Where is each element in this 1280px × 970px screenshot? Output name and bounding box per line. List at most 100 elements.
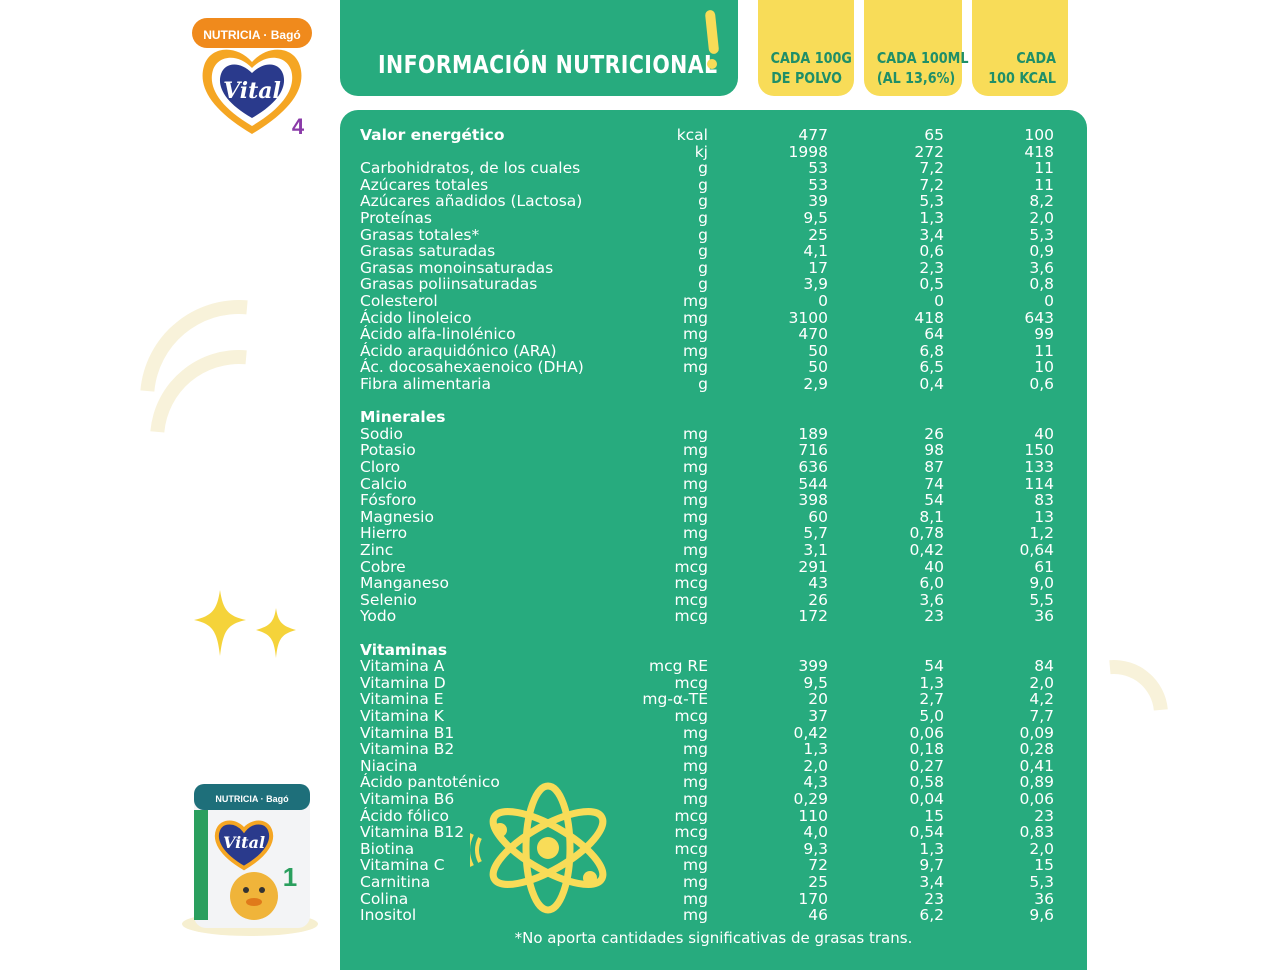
- exclamation-icon: [705, 10, 719, 69]
- table-row: Vitamina K mcg 37 5,0 7,7: [360, 708, 1060, 725]
- unit-cell: mg: [683, 424, 708, 443]
- product-can: NUTRICIA · Bagó Vital 1: [182, 784, 318, 936]
- unit-cell: mg: [683, 541, 708, 559]
- value-per-100kcal: 133: [1024, 458, 1054, 476]
- unit-cell: g: [698, 275, 708, 294]
- unit-cell: g: [698, 225, 708, 244]
- value-per-100kcal: 100: [1024, 126, 1054, 144]
- value-per-100kcal: 4,2: [1029, 690, 1054, 709]
- value-per-100ml: 6,8: [919, 341, 944, 360]
- value-per-100ml: 3,4: [919, 873, 944, 891]
- nutrient-name: Manganeso: [360, 574, 449, 593]
- table-row: Vitamina B1 mg 0,42 0,06 0,09: [360, 723, 1060, 742]
- svg-text:Vital: Vital: [223, 78, 281, 104]
- value-per-100ml: 6,5: [919, 358, 944, 377]
- value-per-100kcal: 2,0: [1029, 673, 1054, 692]
- value-per-100g: 72: [808, 856, 828, 875]
- value-per-100kcal: 7,7: [1029, 707, 1054, 725]
- table-row: [360, 393, 1060, 410]
- column-header-per-100g: CADA 100G DE POLVO: [758, 0, 854, 96]
- value-per-100g: 716: [798, 441, 828, 460]
- value-per-100g: 110: [798, 806, 828, 825]
- value-per-100ml: 0,58: [909, 773, 944, 792]
- nutrient-name: Vitaminas: [360, 640, 448, 659]
- value-per-100ml: 15: [924, 806, 944, 825]
- value-per-100kcal: 5,3: [1029, 873, 1054, 891]
- nutrient-name: Minerales: [360, 408, 446, 427]
- nutrient-name: Cobre: [360, 557, 406, 576]
- value-per-100g: 399: [798, 657, 828, 676]
- unit-cell: mg: [683, 524, 708, 543]
- value-per-100g: 25: [808, 873, 828, 891]
- nutrient-name: Vitamina K: [360, 707, 444, 725]
- value-per-100ml: 54: [924, 657, 944, 676]
- value-per-100g: 477: [798, 126, 828, 144]
- value-per-100ml: 0,42: [909, 541, 944, 559]
- value-per-100g: 0,42: [793, 723, 828, 742]
- nutrient-name: Carnitina: [360, 873, 431, 891]
- table-row: Selenio mcg 26 3,6 5,5: [360, 591, 1060, 609]
- value-per-100ml: 87: [924, 458, 944, 476]
- value-per-100ml: 23: [924, 889, 944, 908]
- section-row: Vitaminas: [360, 640, 1060, 659]
- value-per-100ml: 64: [924, 325, 944, 344]
- unit-cell: mg: [683, 474, 708, 493]
- nutrient-name: Vitamina B6: [360, 790, 455, 808]
- value-per-100kcal: 11: [1034, 159, 1054, 178]
- nutrient-name: Hierro: [360, 524, 408, 543]
- value-per-100kcal: 0: [1044, 292, 1054, 310]
- nutrient-name: Grasas saturadas: [360, 242, 496, 261]
- value-per-100g: 470: [798, 325, 828, 344]
- unit-cell: mcg RE: [649, 657, 708, 676]
- value-per-100g: 291: [798, 557, 828, 576]
- unit-cell: mg: [683, 740, 708, 759]
- nutrient-name: Vitamina E: [360, 690, 444, 709]
- value-per-100g: 25: [808, 225, 828, 244]
- unit-cell: mg: [683, 358, 708, 377]
- nutrient-name: Yodo: [360, 607, 397, 626]
- unit-cell: mg: [683, 292, 708, 310]
- nutrient-name: Grasas poliinsaturadas: [360, 275, 538, 294]
- value-per-100kcal: 114: [1024, 474, 1054, 493]
- value-per-100g: 4,1: [803, 242, 828, 261]
- value-per-100ml: 98: [924, 441, 944, 460]
- table-row: Biotina mcg 9,3 1,3 2,0: [360, 840, 1060, 858]
- unit-cell: mg: [683, 325, 708, 344]
- table-row: Sodio mg 189 26 40: [360, 424, 1060, 443]
- unit-cell: mcg: [674, 673, 708, 692]
- value-per-100g: 189: [798, 424, 828, 443]
- value-per-100kcal: 0,9: [1029, 242, 1054, 261]
- table-row: Carnitina mg 25 3,4 5,3: [360, 874, 1060, 891]
- table-row: Manganeso mcg 43 6,0 9,0: [360, 575, 1060, 592]
- value-per-100g: 3,1: [803, 541, 828, 559]
- value-per-100kcal: 0,06: [1019, 790, 1054, 808]
- unit-cell: mg: [683, 873, 708, 891]
- unit-cell: mcg: [674, 574, 708, 593]
- unit-cell: g: [698, 375, 708, 393]
- value-per-100g: 0: [818, 292, 828, 310]
- value-per-100ml: 40: [924, 557, 944, 576]
- value-per-100kcal: 5,3: [1029, 225, 1054, 244]
- unit-cell: mg: [683, 889, 708, 908]
- unit-cell: mg: [683, 341, 708, 360]
- value-per-100kcal: 15: [1034, 856, 1054, 875]
- value-per-100kcal: 150: [1024, 441, 1054, 460]
- nutrient-name: Valor energético: [360, 126, 505, 144]
- unit-cell: mg: [683, 441, 708, 460]
- nutrient-name: Ácido araquidónico (ARA): [360, 341, 557, 360]
- unit-cell: mg: [683, 507, 708, 526]
- value-per-100g: 2,0: [803, 756, 828, 775]
- value-per-100kcal: 8,2: [1029, 192, 1054, 211]
- nutrient-name: Carbohidratos, de los cuales: [360, 159, 581, 178]
- table-row: Inositol mg 46 6,2 9,6: [360, 907, 1060, 924]
- nutrient-name: Vitamina D: [360, 673, 446, 692]
- value-per-100g: 2,9: [803, 375, 828, 393]
- value-per-100ml: 6,2: [919, 906, 944, 925]
- nutrient-name: Ác. docosahexaenoico (DHA): [360, 358, 584, 377]
- value-per-100g: 20: [808, 690, 828, 709]
- value-per-100kcal: 2,0: [1029, 209, 1054, 227]
- table-row: Vitamina D mcg 9,5 1,3 2,0: [360, 673, 1060, 692]
- nutrient-name: Vitamina C: [360, 856, 445, 875]
- nutrient-name: Ácido pantoténico: [360, 773, 500, 792]
